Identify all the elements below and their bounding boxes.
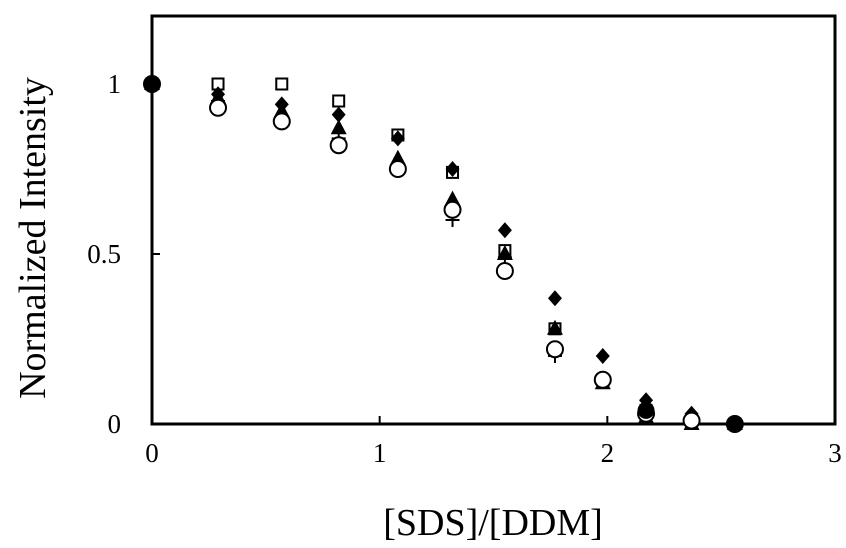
filled-triangle-marker bbox=[546, 319, 563, 335]
open-circle-marker bbox=[545, 340, 564, 359]
open-circle-marker bbox=[682, 411, 701, 430]
open-circle-marker bbox=[272, 112, 291, 131]
filled-circle-marker bbox=[726, 415, 744, 433]
filled-circle-marker bbox=[637, 401, 655, 419]
y-tick-label: 0.5 bbox=[87, 239, 121, 269]
filled-triangle-marker bbox=[330, 119, 347, 135]
filled-diamond-marker bbox=[331, 106, 346, 123]
plot-area-frame bbox=[150, 14, 837, 426]
y-tick-label: 1 bbox=[108, 69, 122, 99]
filled-diamond-marker bbox=[390, 130, 405, 147]
open-square-marker bbox=[332, 94, 346, 108]
open-circle-marker bbox=[209, 98, 228, 117]
filled-diamond-marker bbox=[595, 348, 610, 364]
open-square-marker bbox=[275, 77, 289, 91]
y-tick-label: 0 bbox=[108, 409, 122, 439]
axis-ticks: 0 1 2 3 0 0.5 1 bbox=[87, 69, 842, 468]
y-axis-title: Normalized Intensity bbox=[12, 77, 54, 399]
open-circle-marker bbox=[388, 160, 407, 178]
x-tick-label: 2 bbox=[601, 438, 615, 468]
open-circle-marker bbox=[443, 200, 462, 219]
filled-diamond-marker bbox=[445, 161, 460, 177]
x-tick-label: 3 bbox=[828, 438, 842, 468]
open-circle-marker bbox=[329, 136, 348, 155]
x-tick-label: 0 bbox=[145, 438, 159, 468]
data-markers bbox=[143, 75, 744, 433]
filled-diamond-marker bbox=[547, 290, 562, 307]
x-tick-label: 1 bbox=[373, 438, 387, 468]
filled-diamond-marker bbox=[497, 222, 512, 239]
open-circle-marker bbox=[593, 370, 612, 389]
x-axis-title: [SDS]/[DDM] bbox=[383, 502, 603, 544]
open-circle-marker bbox=[495, 262, 514, 280]
